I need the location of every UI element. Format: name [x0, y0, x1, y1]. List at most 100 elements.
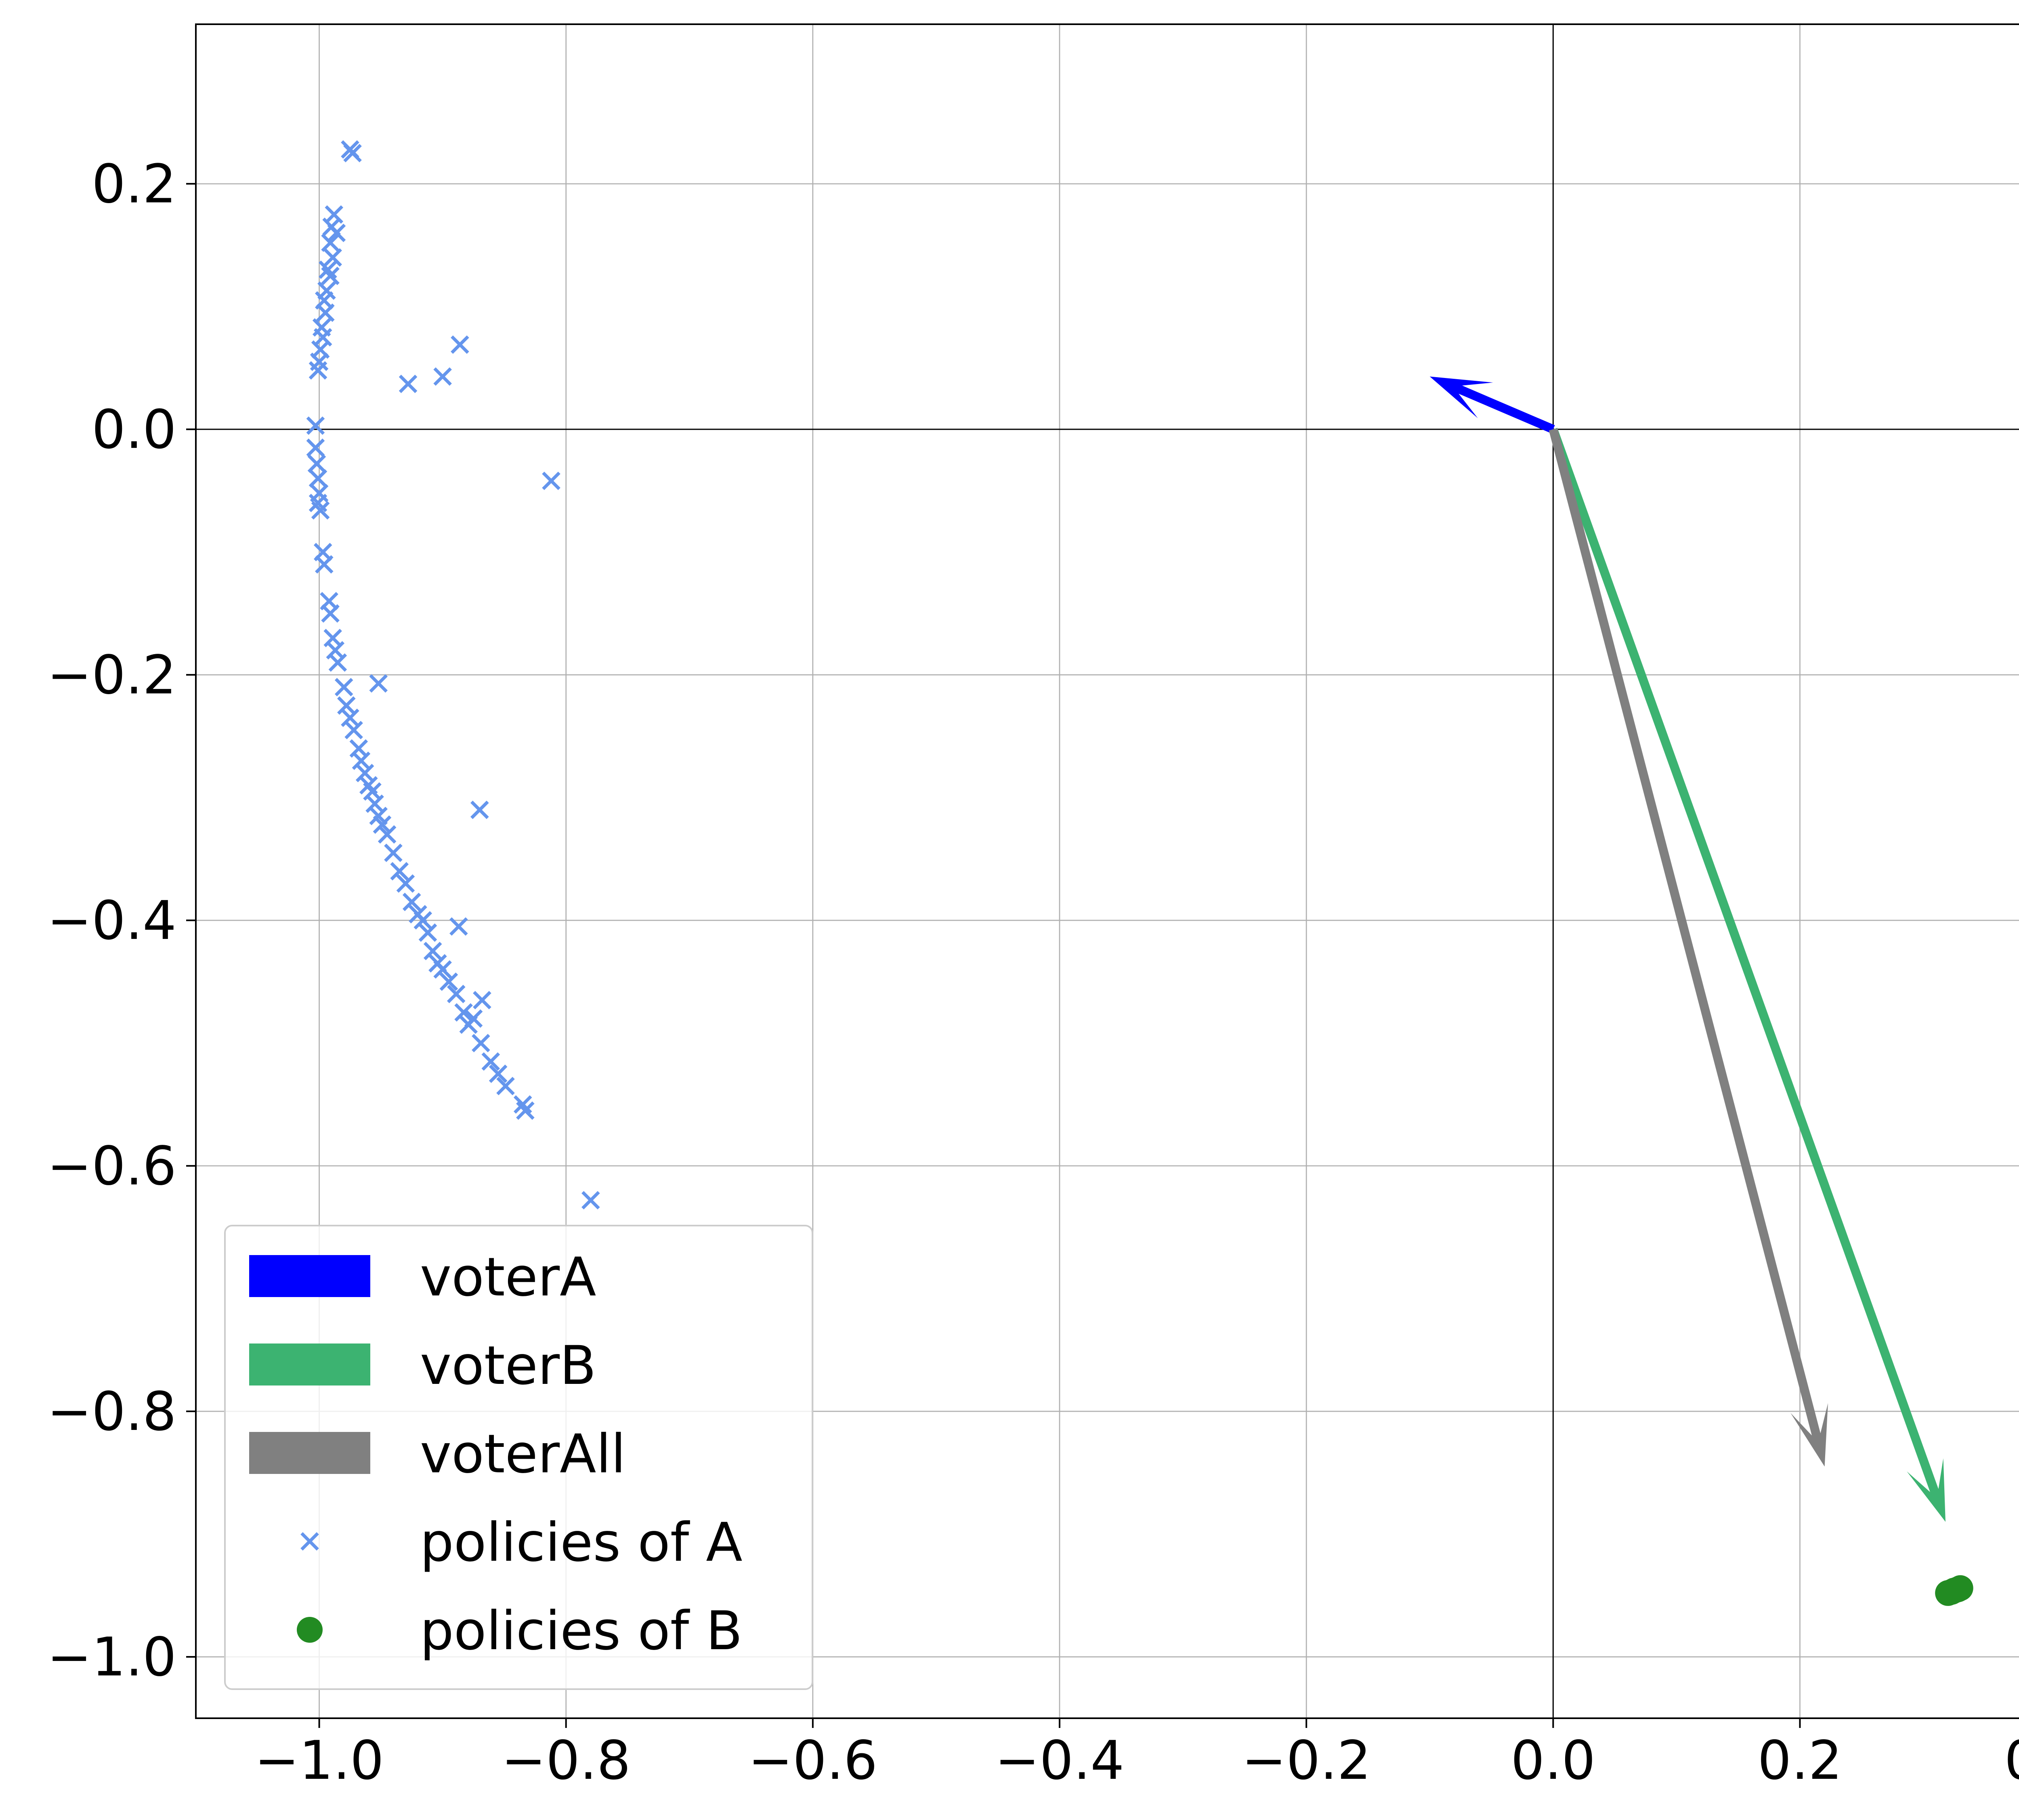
x-stroke — [542, 471, 560, 490]
x-stroke — [359, 776, 378, 795]
policy-a-point — [542, 471, 560, 490]
arrow-voterall — [1549, 428, 1828, 1467]
arrow-votera — [1429, 376, 1555, 434]
policy-a-point — [321, 267, 340, 285]
zero-axis-lines — [196, 24, 2019, 1718]
x-stroke — [473, 991, 491, 1010]
policy-a-point — [378, 825, 397, 844]
x-stroke — [447, 985, 466, 1003]
x-stroke — [319, 260, 337, 279]
legend-x-marker — [300, 1532, 319, 1551]
x-stroke — [369, 806, 388, 825]
legend: voterA voterB voterAll policies of A policie… — [224, 1225, 813, 1690]
y-tick-label: −0.8 — [47, 1381, 176, 1443]
arrows — [1429, 376, 1946, 1522]
x-tick-label: −0.4 — [995, 1730, 1125, 1792]
policy-a-point — [311, 501, 330, 520]
x-stroke — [464, 1009, 483, 1028]
x-stroke — [496, 1077, 515, 1096]
legend-label: voterA — [420, 1246, 596, 1308]
policy-a-point — [373, 815, 392, 834]
policy-a-point — [337, 696, 356, 715]
legend-swatch — [249, 1343, 370, 1385]
policy-a-point — [402, 892, 421, 911]
x-tick-label: 0.0 — [1511, 1730, 1595, 1792]
x-stroke — [423, 942, 442, 960]
x-stroke — [449, 917, 468, 936]
policy-a-point — [384, 844, 403, 862]
arrow-voterb — [1549, 428, 1946, 1522]
policy-a-point — [327, 223, 346, 242]
legend-label: policies of A — [420, 1511, 743, 1574]
x-stroke — [396, 874, 415, 893]
x-stroke — [373, 815, 392, 834]
scatter-points — [306, 140, 1973, 1606]
x-stroke — [327, 223, 346, 242]
x-stroke — [328, 653, 347, 672]
x-stroke — [516, 1101, 535, 1120]
y-tick-label: −1.0 — [47, 1626, 176, 1688]
policy-a-point — [496, 1077, 515, 1096]
x-stroke — [315, 555, 334, 574]
y-tick-label: −0.2 — [47, 644, 176, 706]
policy-a-point — [309, 469, 327, 488]
x-stroke — [309, 469, 327, 488]
legend-item: policies of A — [300, 1511, 743, 1574]
x-tick-label: 0.2 — [1757, 1730, 1842, 1792]
policy-a-point — [321, 233, 340, 252]
x-stroke — [306, 438, 325, 457]
x-stroke — [334, 678, 353, 697]
policy-a-point — [464, 1009, 483, 1028]
policy-a-point — [306, 416, 325, 435]
policy-a-point — [447, 985, 466, 1003]
legend-swatch — [249, 1432, 370, 1474]
x-stroke — [433, 367, 452, 386]
x-stroke — [321, 233, 340, 252]
policy-a-point — [516, 1101, 535, 1120]
legend-item: voterA — [249, 1246, 596, 1308]
x-stroke — [451, 335, 469, 354]
legend-item: voterAll — [249, 1423, 626, 1485]
x-stroke — [384, 844, 403, 862]
x-stroke — [513, 1095, 532, 1114]
policy-a-point — [473, 991, 491, 1010]
legend-box — [224, 1225, 813, 1690]
policy-a-point — [472, 1034, 490, 1052]
x-stroke — [321, 267, 340, 285]
legend-swatch — [249, 1255, 370, 1297]
x-stroke — [313, 328, 332, 346]
x-stroke — [390, 862, 409, 881]
x-stroke — [581, 1191, 600, 1210]
policy-a-point — [581, 1191, 600, 1210]
policy-a-point — [470, 800, 489, 819]
x-stroke — [433, 960, 452, 979]
policy-a-point — [454, 1003, 473, 1022]
x-stroke — [323, 248, 342, 267]
policy-a-point — [451, 335, 469, 354]
x-stroke — [369, 674, 388, 693]
y-tick-label: 0.2 — [92, 153, 176, 215]
policy-a-point — [344, 721, 363, 739]
x-stroke — [489, 1064, 508, 1083]
policy-a-point — [316, 303, 335, 322]
x-stroke — [439, 972, 458, 991]
x-stroke — [307, 454, 326, 473]
policy-a-point — [323, 248, 342, 267]
policy-a-point — [365, 794, 384, 813]
x-stroke — [309, 361, 327, 380]
policy-a-point — [315, 555, 334, 574]
x-stroke — [402, 892, 421, 911]
legend-dot-marker — [297, 1617, 323, 1643]
legend-label: voterB — [420, 1335, 596, 1397]
x-stroke — [399, 374, 418, 393]
x-stroke — [343, 144, 362, 163]
policy-a-point — [433, 960, 452, 979]
x-stroke — [418, 923, 437, 942]
x-stroke — [413, 911, 432, 930]
policy-a-point — [439, 972, 458, 991]
policy-a-point — [413, 911, 432, 930]
policy-a-point — [449, 917, 468, 936]
policy-a-point — [481, 1052, 500, 1071]
policy-a-point — [341, 708, 359, 727]
